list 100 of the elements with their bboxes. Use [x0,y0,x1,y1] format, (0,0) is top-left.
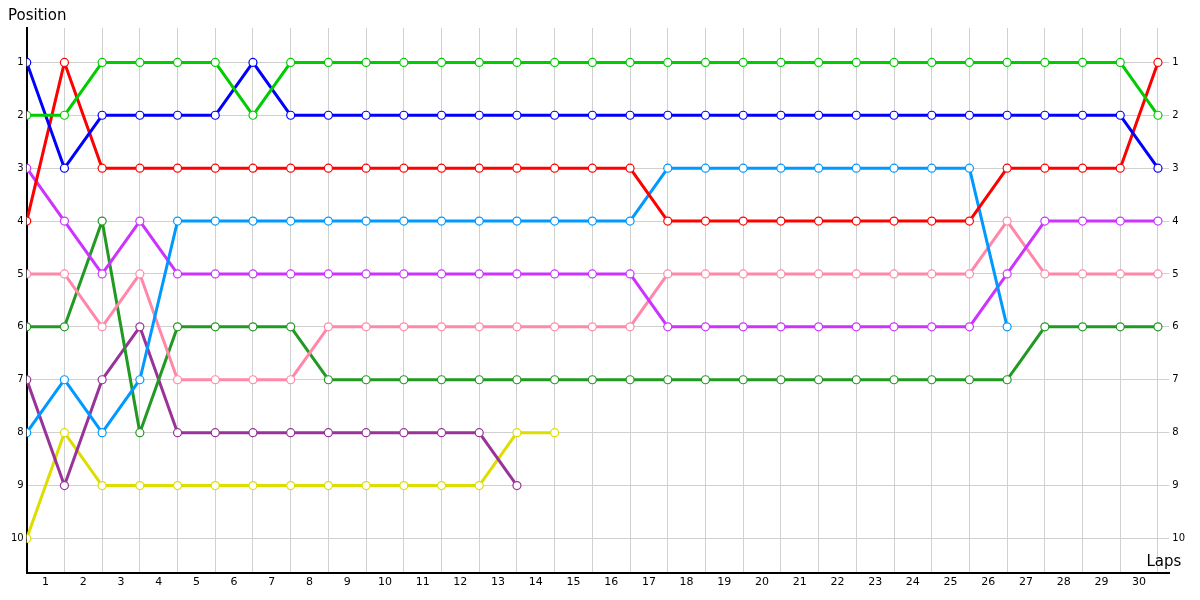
point [1040,322,1050,332]
x-tick-label: 10 [377,575,392,589]
x-tick-label: 24 [905,575,920,589]
point [286,110,296,120]
point [1002,163,1012,173]
point [248,163,258,173]
point [1077,163,1088,173]
point [550,269,560,279]
point [59,110,70,120]
y-tick-label: 4 [17,214,24,226]
point [927,375,937,385]
point [436,428,447,438]
point [625,322,635,332]
y-axis-title: Position [8,6,67,25]
x-tick-label: 11 [415,575,430,589]
point [625,269,635,279]
point [700,110,711,120]
point [286,428,296,438]
y2-tick-label: 10 [1172,532,1186,544]
point [1153,269,1163,279]
x-tick-label: 4 [155,575,163,589]
point [964,375,975,385]
point [172,57,183,67]
point [59,57,70,67]
y2-tick-label: 4 [1172,214,1179,226]
point [323,57,333,67]
point [889,322,899,332]
point [474,269,484,279]
x-tick-label: 29 [1094,575,1109,589]
point [248,110,258,120]
x-tick-label: 26 [981,575,996,589]
point [210,269,220,279]
point [286,57,296,67]
point [550,57,560,67]
point [550,428,560,438]
point [436,110,447,120]
point [399,480,409,491]
point [927,110,937,120]
point [97,216,107,226]
point [210,216,220,226]
point [813,57,824,67]
point [474,216,484,226]
point [210,428,220,438]
point [436,480,447,491]
y-tick-label: 3 [17,161,24,173]
point [286,216,296,226]
point [436,163,447,173]
point [964,163,975,173]
point [587,163,597,173]
x-tick-label: 2 [79,575,87,589]
point [210,163,220,173]
x-tick-label: 7 [268,575,276,589]
point [248,57,258,67]
point [399,322,409,332]
point [776,110,786,120]
point [323,110,333,120]
point [550,375,560,385]
y2-tick-label: 6 [1172,320,1179,332]
point [399,110,409,120]
point [512,375,522,385]
x-tick-label: 18 [679,575,694,589]
point [700,216,711,226]
y-tick-label: 9 [17,479,24,491]
point [964,269,975,279]
point [889,57,899,67]
point [135,428,145,438]
x-tick-label: 6 [230,575,238,589]
point [851,110,861,120]
point [210,480,220,491]
point [361,163,371,173]
point [399,57,409,67]
x-tick-label: 21 [792,575,807,589]
point [587,269,597,279]
point [361,322,371,332]
point [889,375,899,385]
point [135,110,145,120]
point [1002,375,1012,385]
point [399,428,409,438]
point [361,269,371,279]
point [663,57,673,67]
point [399,269,409,279]
point [172,269,183,279]
point [172,216,183,226]
y-tick-label: 8 [17,426,24,438]
point [1153,216,1163,226]
x-tick-label: 15 [566,575,581,589]
y-tick-label: 7 [17,373,24,385]
point [927,163,937,173]
point [851,322,861,332]
point [286,163,296,173]
y-tick-label: 1 [17,55,24,67]
point [323,428,333,438]
point [1115,57,1125,67]
point [851,375,861,385]
point [135,269,145,279]
point [59,480,70,491]
point [964,322,975,332]
point [776,375,786,385]
x-tick-label: 17 [641,575,656,589]
point [474,110,484,120]
